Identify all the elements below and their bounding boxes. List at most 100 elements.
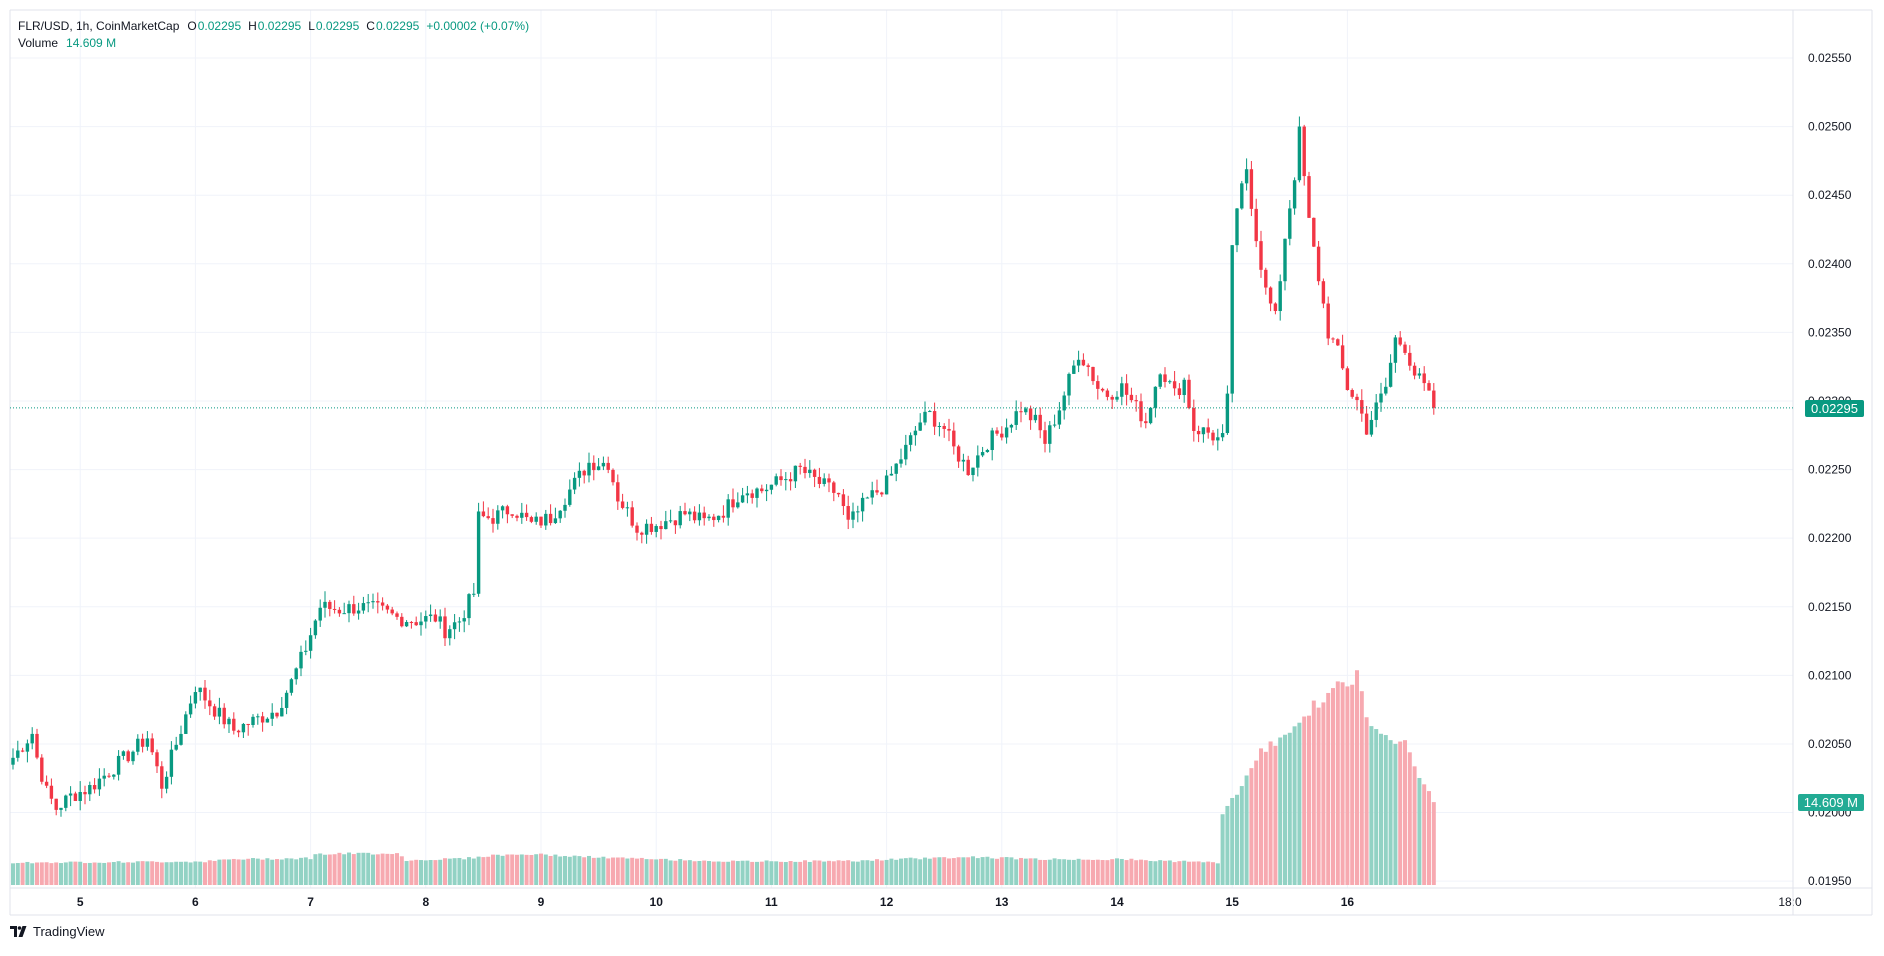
candle-body [1033, 414, 1038, 421]
candle-body [577, 470, 582, 478]
volume-bar [1364, 717, 1369, 885]
high-value: 0.02295 [257, 19, 302, 33]
last-price-tag: 0.02295 [1805, 399, 1864, 417]
volume-bar [956, 857, 961, 885]
candle-body [1187, 379, 1191, 409]
candle-body [472, 593, 476, 595]
volume-bar [1071, 859, 1076, 885]
candle-body [318, 607, 322, 621]
candle-body [1259, 241, 1263, 270]
volume-bar [1076, 858, 1081, 885]
volume-bar [1172, 862, 1177, 885]
volume-bar [687, 860, 692, 885]
candle-body [1168, 381, 1172, 383]
candle-body [16, 750, 20, 758]
volume-bar [635, 858, 639, 885]
candle-body [462, 618, 466, 622]
volume-bar [116, 861, 121, 885]
volume-bar [1297, 722, 1302, 885]
candle-body [1427, 383, 1431, 391]
candle-body [611, 469, 615, 483]
candle-body [64, 795, 68, 808]
candle-body [73, 793, 78, 801]
candle-body [688, 511, 692, 515]
volume-bar [587, 855, 591, 885]
volume-bar [1273, 745, 1278, 885]
volume-bar [505, 854, 510, 885]
volume-bar [745, 860, 750, 885]
candle-body [352, 604, 356, 614]
ohlc-row: FLR/USD, 1h, CoinMarketCap O 0.02295 H 0.0… [18, 18, 536, 35]
candle-body [764, 489, 769, 492]
candle-body [1124, 383, 1129, 395]
volume-bar [807, 861, 812, 885]
candle-body [25, 743, 30, 752]
volume-bar [25, 861, 30, 885]
candle-body [544, 513, 548, 526]
volume-bar [606, 858, 611, 885]
candle-body [851, 511, 855, 520]
volume-bar [231, 858, 236, 885]
close-value: 0.02295 [375, 19, 420, 33]
volume-bar [1057, 859, 1062, 885]
candle-body [1028, 408, 1033, 421]
volume-bar [755, 861, 759, 885]
candle-body [217, 707, 222, 717]
candle-body [1000, 433, 1004, 438]
volume-bar [428, 860, 433, 885]
candle-body [1076, 359, 1081, 366]
candle-body [400, 616, 404, 627]
volume-bar [1254, 760, 1259, 885]
volume-bar [1196, 861, 1201, 885]
candle-body [1408, 352, 1412, 366]
volume-bar [639, 857, 644, 885]
candle-body [985, 450, 990, 453]
candle-body [952, 430, 956, 447]
volume-bar [1431, 802, 1436, 885]
volume-bar [404, 861, 409, 885]
volume-bar [649, 859, 654, 885]
tradingview-logo[interactable]: TradingView [10, 924, 105, 939]
volume-bar [68, 861, 73, 885]
candle-body [755, 488, 759, 498]
x-tick-label: 16 [1341, 895, 1355, 909]
candle-body [438, 616, 442, 622]
candle-body [294, 668, 298, 680]
volume-bar [788, 861, 793, 885]
candle-body [587, 462, 591, 476]
candle-body [78, 791, 82, 801]
volume-bar [668, 860, 673, 885]
volume-bar [1177, 861, 1182, 885]
volume-bar [731, 860, 735, 885]
volume-bar [174, 861, 179, 885]
candle-body [304, 650, 308, 652]
candle-body [299, 651, 303, 669]
volume-bar [1388, 740, 1393, 885]
symbol-label[interactable]: FLR/USD, 1h, CoinMarketCap [18, 19, 180, 33]
candle-body [923, 411, 927, 423]
candle-body [44, 781, 49, 786]
candle-body [947, 428, 951, 431]
candle-body [380, 602, 385, 606]
low-label: L [308, 19, 315, 33]
candle-body [256, 716, 260, 718]
volume-bar [1052, 858, 1057, 885]
x-tick-label: 7 [307, 895, 314, 909]
volume-bar [92, 862, 97, 885]
volume-bar [313, 854, 318, 885]
candle-body [784, 479, 788, 481]
volume-bar [543, 854, 548, 885]
volume-label[interactable]: Volume [18, 36, 59, 50]
volume-bar [299, 857, 303, 885]
volume-bar [169, 862, 174, 885]
candle-body [448, 629, 452, 639]
volume-bar [462, 859, 467, 885]
candle-body [491, 518, 495, 524]
volume-bar [1407, 752, 1412, 885]
candle-body [803, 466, 807, 474]
candle-body [366, 602, 370, 604]
candle-body [1316, 246, 1321, 282]
volume-bar [227, 859, 231, 885]
